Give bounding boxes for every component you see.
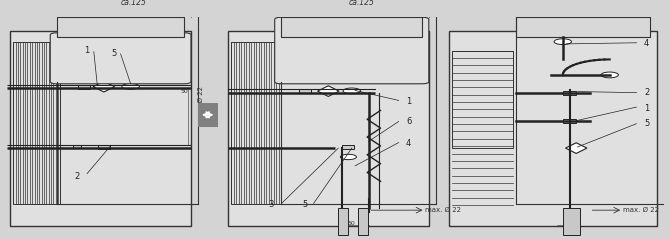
Bar bbox=[299, 89, 311, 93]
Text: 4: 4 bbox=[644, 39, 649, 48]
Bar bbox=[449, 31, 657, 226]
Text: ca.125: ca.125 bbox=[349, 0, 375, 7]
Text: 50: 50 bbox=[562, 221, 570, 226]
Bar bbox=[10, 31, 191, 226]
Bar bbox=[281, 17, 422, 37]
Text: ca.125: ca.125 bbox=[121, 0, 147, 7]
Text: 3: 3 bbox=[269, 200, 274, 209]
Text: max. Ø 22: max. Ø 22 bbox=[425, 207, 462, 213]
Text: 5: 5 bbox=[111, 49, 117, 58]
Text: 1: 1 bbox=[644, 104, 649, 113]
Bar bbox=[516, 17, 650, 37]
FancyBboxPatch shape bbox=[50, 33, 191, 84]
Polygon shape bbox=[565, 143, 587, 153]
Text: 6: 6 bbox=[406, 117, 411, 126]
Text: 1: 1 bbox=[406, 97, 411, 106]
Bar bbox=[198, 103, 218, 127]
Text: 50: 50 bbox=[180, 89, 188, 94]
Bar bbox=[231, 42, 281, 204]
Bar bbox=[78, 85, 90, 89]
Text: 50: 50 bbox=[348, 221, 356, 226]
Circle shape bbox=[122, 84, 139, 89]
Bar bbox=[452, 50, 513, 148]
Text: 1: 1 bbox=[84, 46, 90, 55]
Bar bbox=[358, 208, 368, 234]
Bar bbox=[563, 120, 576, 124]
Polygon shape bbox=[318, 86, 339, 96]
Circle shape bbox=[554, 39, 572, 44]
Text: 5: 5 bbox=[644, 119, 649, 128]
Text: 2: 2 bbox=[644, 88, 649, 97]
Bar bbox=[342, 145, 354, 149]
Bar bbox=[57, 17, 184, 37]
Text: 4: 4 bbox=[406, 139, 411, 148]
Bar bbox=[563, 208, 580, 234]
FancyBboxPatch shape bbox=[275, 17, 429, 84]
Text: max. Ø 22: max. Ø 22 bbox=[198, 86, 204, 122]
Text: max. Ø 22: max. Ø 22 bbox=[623, 207, 659, 213]
Text: 2: 2 bbox=[74, 172, 80, 181]
Bar bbox=[98, 145, 110, 149]
Text: 5: 5 bbox=[302, 200, 308, 209]
Circle shape bbox=[340, 154, 356, 160]
Bar bbox=[563, 91, 576, 95]
Bar bbox=[228, 31, 429, 226]
Polygon shape bbox=[93, 81, 115, 92]
Circle shape bbox=[343, 88, 360, 94]
Circle shape bbox=[601, 72, 618, 78]
Bar bbox=[338, 208, 348, 234]
Bar bbox=[73, 145, 81, 148]
Bar bbox=[13, 42, 60, 204]
